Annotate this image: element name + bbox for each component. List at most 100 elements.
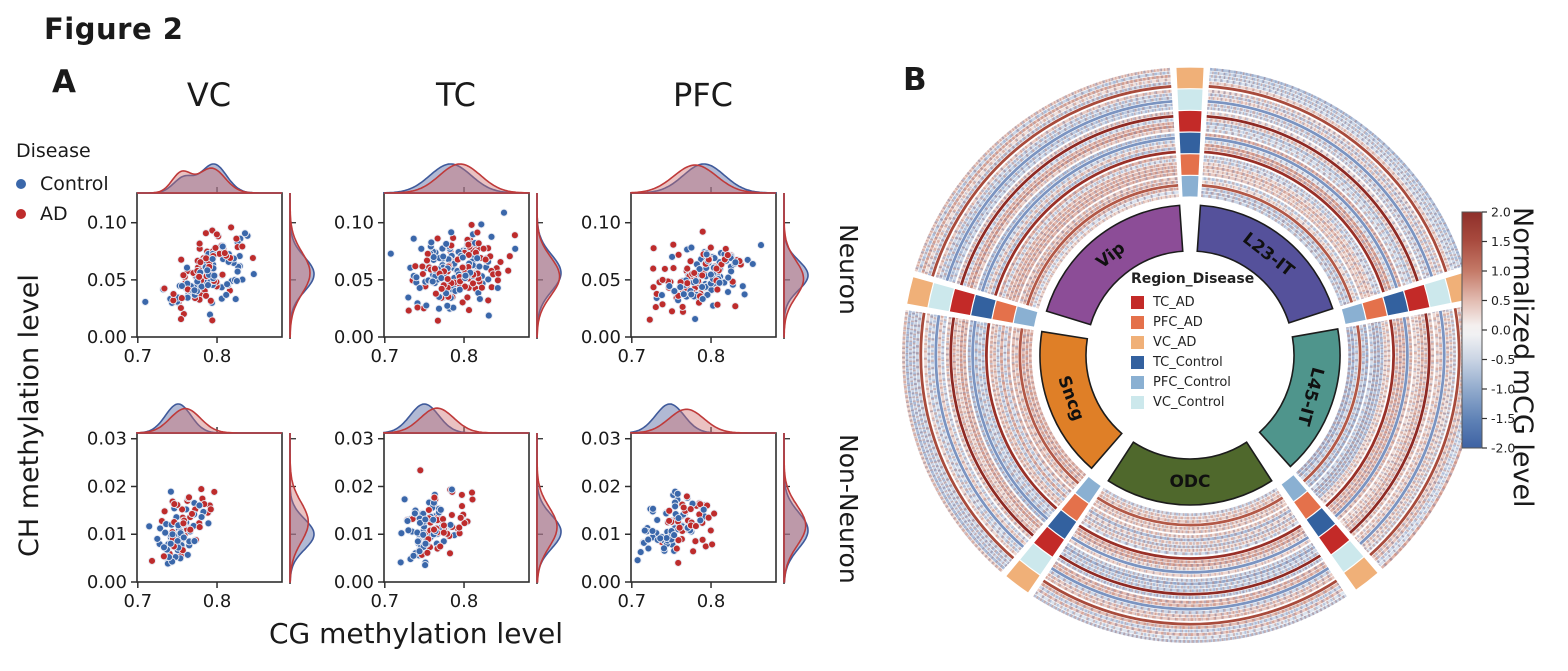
subplot-TC-Neuron: 0.7 0.8 0.00 0.05 0.10 — [334, 163, 562, 367]
scatter-point — [413, 537, 422, 546]
x-tick-label: 0.8 — [450, 591, 479, 612]
region-disease-legend-title: Region_Disease — [1131, 271, 1255, 287]
heatmap-ring-speckle — [1038, 585, 1342, 633]
scatter-point — [702, 250, 711, 259]
heatmap-ring-speckle — [1209, 71, 1461, 268]
heatmap-ring — [1349, 313, 1431, 534]
heatmap-ring-speckle — [1035, 194, 1179, 309]
heatmap-ring-speckle — [1011, 327, 1075, 490]
scatter-point — [496, 258, 505, 266]
heatmap-ring — [994, 150, 1176, 296]
heatmap-ring — [956, 318, 1039, 532]
heatmap-ring — [927, 81, 1172, 276]
heatmap-ring — [1092, 502, 1288, 534]
heatmap-ring — [1205, 128, 1406, 286]
annotation-block-vc_ad — [1176, 67, 1204, 89]
scatter-point — [636, 548, 645, 557]
heatmap-ring — [1336, 316, 1413, 521]
heatmap-ring-speckle — [1098, 493, 1282, 524]
scatter-point — [431, 289, 440, 298]
scatter-point — [210, 487, 219, 496]
heatmap-ring — [927, 313, 1020, 554]
scatter-point — [682, 492, 691, 501]
colorbar-tick-label: -1.0 — [1491, 382, 1515, 397]
heatmap-ring-speckle — [1317, 321, 1384, 499]
heatmap-ring — [1076, 527, 1304, 564]
scatter-point — [724, 288, 732, 296]
scatter-point — [713, 300, 722, 309]
pfc-control-swatch — [1131, 375, 1144, 389]
heatmap-ring-speckle — [1201, 190, 1347, 306]
heatmap-ring-speckle — [1102, 487, 1278, 517]
scatter-point — [484, 275, 493, 284]
kde-y-ad — [783, 433, 807, 583]
annotation-block-pfc_ad — [1294, 491, 1321, 519]
scatter-point — [176, 304, 185, 312]
heatmap-ring-speckle — [1208, 81, 1451, 272]
heatmap-ring-speckle — [1207, 96, 1437, 276]
scatter-point — [437, 274, 446, 283]
heatmap-ring — [915, 312, 1013, 562]
scatter-point — [202, 254, 211, 263]
scatter-point — [148, 556, 156, 565]
heatmap-ring-speckle — [921, 74, 1171, 274]
column-title-tc: TC — [435, 76, 476, 114]
scatter-point — [212, 230, 221, 239]
scatter-point — [696, 516, 705, 525]
scatter-point — [458, 263, 467, 272]
scatter-point — [712, 264, 721, 273]
control-dot-icon — [16, 179, 26, 189]
heatmap-ring — [921, 74, 1171, 274]
heatmap-ring-speckle — [1201, 194, 1344, 307]
heatmap-ring — [989, 323, 1061, 507]
heatmap-ring-speckle — [914, 67, 1171, 272]
sector-arc-Vip — [1045, 204, 1184, 326]
annotation-block-pfc_control — [1013, 306, 1038, 327]
heatmap-ring-speckle — [1205, 128, 1406, 286]
scatter-point — [208, 255, 217, 263]
heatmap-ring — [1201, 187, 1350, 304]
heatmap-ring — [1356, 311, 1443, 543]
heatmap-ring — [1207, 96, 1437, 276]
scatter-point — [442, 239, 451, 248]
heatmap-ring — [1325, 319, 1395, 508]
scatter-point — [210, 271, 219, 280]
scatter-point — [653, 516, 662, 524]
legend-item-pfc-ad: PFC_AD — [1131, 312, 1254, 332]
y-tick-label: 0.01 — [581, 524, 621, 545]
heatmap-ring — [1208, 81, 1451, 272]
heatmap-ring-speckle — [987, 143, 1176, 294]
annotation-block-vc_ad — [1006, 560, 1040, 593]
heatmap-ring — [985, 322, 1058, 510]
heatmap-ring — [1082, 517, 1298, 552]
colorbar-tick-label: 0.0 — [1491, 323, 1511, 338]
heatmap-ring — [1366, 308, 1456, 553]
heatmap-ring-speckle — [1036, 588, 1344, 636]
heatmap-ring — [984, 140, 1176, 293]
scatter-point — [644, 544, 653, 553]
scatter-point — [178, 505, 187, 514]
scatter-point — [670, 531, 679, 540]
scatter-point — [428, 277, 437, 286]
scatter-point — [417, 244, 426, 253]
subplot-VC-Neuron: 0.7 0.8 0.00 0.05 0.10 — [87, 163, 315, 367]
heatmap-ring — [1096, 496, 1284, 527]
heatmap-ring-speckle — [912, 311, 1010, 565]
annotation-block-pfc_control — [1341, 303, 1366, 324]
heatmap-ring — [1058, 554, 1322, 596]
scatter-point — [430, 493, 439, 502]
heatmap-ring — [934, 315, 1025, 548]
scatter-point — [691, 537, 700, 546]
kde-y-ad — [536, 433, 558, 583]
scatter-point — [467, 220, 476, 229]
scatter-point — [435, 304, 443, 313]
heatmap-ring — [1298, 326, 1355, 478]
heatmap-ring-speckle — [1005, 162, 1177, 300]
scatter-point — [469, 279, 477, 288]
colorbar-tick-label: 0.5 — [1491, 293, 1511, 308]
heatmap-ring — [1342, 315, 1421, 527]
scatter-point — [195, 272, 204, 281]
scatter-point — [691, 315, 700, 323]
scatter-point — [433, 234, 442, 243]
legend-item-label: PFC_AD — [1153, 314, 1203, 330]
